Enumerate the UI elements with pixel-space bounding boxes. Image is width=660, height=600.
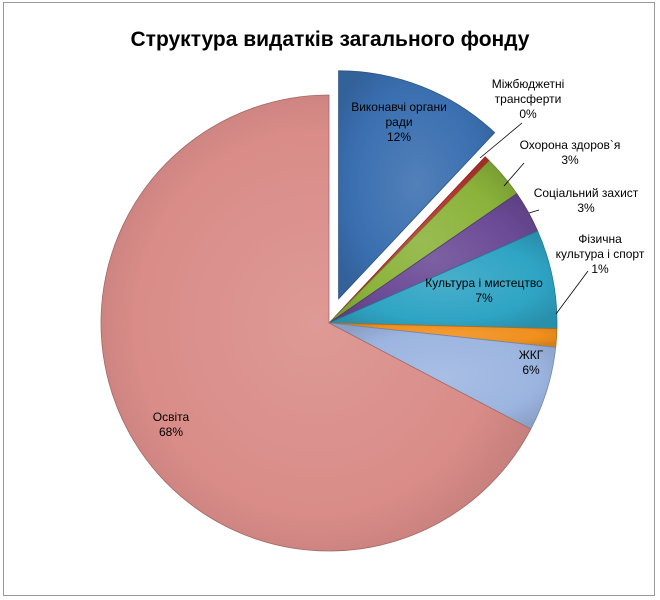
leader-line-okhorona xyxy=(503,162,525,187)
slice-label-text-vykonavchi: Виконавчі органи xyxy=(351,100,447,114)
slice-label-text-kultura: Культура і мистецтво xyxy=(425,276,543,290)
slice-label-text-sotsialnyi: Соціальний захист xyxy=(534,186,639,200)
leader-line-sotsialnyi xyxy=(528,209,540,214)
slice-label-text-zhkh: ЖКГ xyxy=(519,348,544,362)
slice-label-text-mizhbiudzhetni: Міжбюджетні xyxy=(492,77,565,91)
slice-label-text-vykonavchi: ради xyxy=(385,115,412,129)
slice-percent-vykonavchi: 12% xyxy=(387,130,411,144)
pie-slice-vykonavchi xyxy=(338,70,496,300)
slice-percent-osvita: 68% xyxy=(159,425,183,439)
pie-chart: Структура видатків загального фонду Вико… xyxy=(100,28,645,552)
pie-slice-osvita xyxy=(100,94,532,552)
slice-percent-okhorona: 3% xyxy=(561,153,579,167)
leader-line-fizychna xyxy=(555,270,589,315)
slice-label-text-fizychna: культура і спорт xyxy=(556,247,645,261)
slice-label-okhorona: Охорона здоров`я3% xyxy=(520,138,621,167)
pie-slices xyxy=(100,70,558,552)
leader-line-mizhbiudzhetni xyxy=(479,122,523,159)
slice-percent-sotsialnyi: 3% xyxy=(577,201,595,215)
slice-label-text-okhorona: Охорона здоров`я xyxy=(520,138,621,152)
slice-label-text-fizychna: Фізична xyxy=(578,232,622,246)
slice-label-text-osvita: Освіта xyxy=(153,410,190,424)
chart-frame: Структура видатків загального фонду Вико… xyxy=(3,2,655,596)
slice-label-text-mizhbiudzhetni: трансферти xyxy=(495,92,562,106)
slice-percent-kultura: 7% xyxy=(475,291,493,305)
slice-percent-fizychna: 1% xyxy=(591,262,609,276)
slice-percent-mizhbiudzhetni: 0% xyxy=(519,107,537,121)
leader-lines xyxy=(479,122,589,315)
chart-title: Структура видатків загального фонду xyxy=(131,28,530,51)
slice-percent-zhkh: 6% xyxy=(522,363,540,377)
